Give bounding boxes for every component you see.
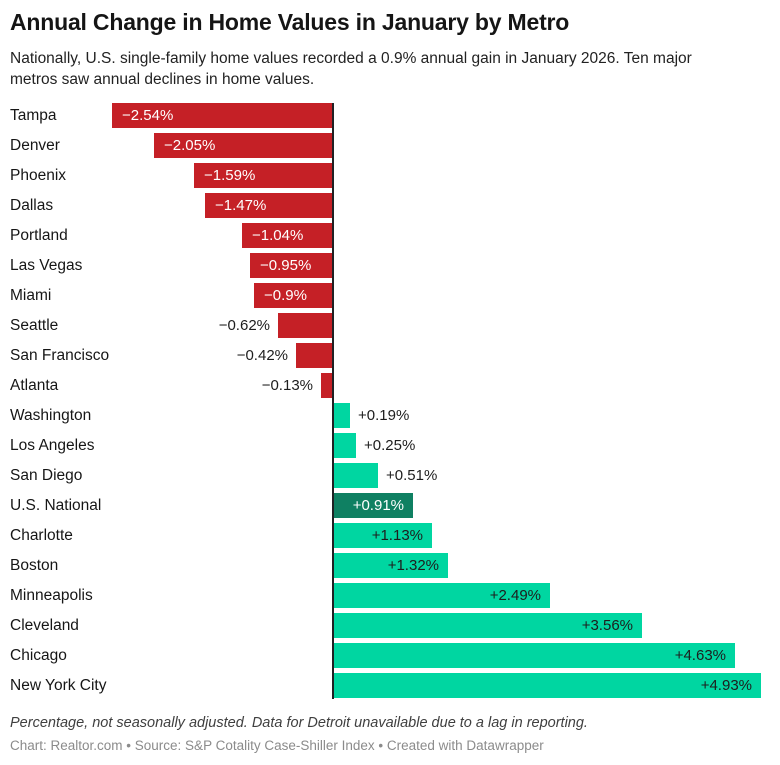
bar-seattle	[278, 313, 332, 338]
metro-label-denver: Denver	[10, 137, 60, 154]
bar-row: San Francisco −0.42%	[0, 341, 780, 371]
metro-label-san-francisco: San Francisco	[10, 347, 110, 364]
value-label-minneapolis: +2.49%	[489, 587, 541, 604]
bar-row: Miami −0.9%	[0, 281, 780, 311]
value-label-new-york-city: +4.93%	[700, 677, 752, 694]
metro-label-dallas: Dallas	[10, 197, 54, 214]
chart-footnote: Percentage, not seasonally adjusted. Dat…	[10, 715, 588, 731]
bar-washington	[334, 403, 350, 428]
bar-row: Minneapolis +2.49%	[0, 581, 780, 611]
bar-row: Phoenix −1.59%	[0, 161, 780, 191]
chart-footer: Percentage, not seasonally adjusted. Dat…	[0, 701, 780, 754]
bar-row: Cleveland +3.56%	[0, 611, 780, 641]
value-label-u-s-national: +0.91%	[352, 497, 404, 514]
value-label-cleveland: +3.56%	[581, 617, 633, 634]
bar-portland	[242, 223, 332, 248]
bar-row: Portland −1.04%	[0, 221, 780, 251]
value-label-los-angeles: +0.25%	[364, 437, 416, 454]
bar-row: New York City +4.93%	[0, 671, 780, 701]
value-label-charlotte: +1.13%	[371, 527, 423, 544]
value-label-san-diego: +0.51%	[386, 467, 438, 484]
metro-label-miami: Miami	[10, 287, 52, 304]
bar-denver	[154, 133, 332, 158]
metro-label-boston: Boston	[10, 557, 59, 574]
bar-las-vegas	[250, 253, 332, 278]
value-label-washington: +0.19%	[358, 407, 410, 424]
metro-label-chicago: Chicago	[10, 647, 67, 664]
bar-chart: Tampa −2.54% Denver −2.05% Phoenix −1.59% Dall…	[0, 101, 780, 701]
bar-minneapolis	[334, 583, 550, 608]
bar-new-york-city	[334, 673, 761, 698]
bar-row: Tampa −2.54%	[0, 101, 780, 131]
bar-u-s-national	[334, 493, 413, 518]
bar-row: Atlanta −0.13%	[0, 371, 780, 401]
value-label-boston: +1.32%	[387, 557, 439, 574]
value-label-phoenix: −1.59%	[204, 167, 256, 184]
value-label-atlanta: −0.13%	[261, 377, 313, 394]
bar-san-diego	[334, 463, 378, 488]
value-label-tampa: −2.54%	[122, 107, 174, 124]
value-label-miami: −0.9%	[264, 287, 307, 304]
bar-row: U.S. National +0.91%	[0, 491, 780, 521]
metro-label-u-s-national: U.S. National	[10, 497, 102, 514]
credit-chart-source: Chart: Realtor.com	[10, 738, 123, 753]
metro-label-cleveland: Cleveland	[10, 617, 79, 634]
value-label-dallas: −1.47%	[215, 197, 267, 214]
credit-data-source: Source: S&P Cotality Case-Shiller Index	[134, 738, 375, 753]
bar-row: Charlotte +1.13%	[0, 521, 780, 551]
bar-los-angeles	[334, 433, 356, 458]
bar-boston	[334, 553, 448, 578]
chart-title: Annual Change in Home Values in January …	[10, 9, 570, 35]
value-label-chicago: +4.63%	[674, 647, 726, 664]
bar-miami	[254, 283, 332, 308]
metro-label-phoenix: Phoenix	[10, 167, 67, 184]
metro-label-tampa: Tampa	[10, 107, 57, 124]
metro-label-los-angeles: Los Angeles	[10, 437, 95, 454]
metro-label-atlanta: Atlanta	[10, 377, 59, 394]
bar-phoenix	[194, 163, 332, 188]
credit-separator: •	[374, 738, 387, 753]
metro-label-charlotte: Charlotte	[10, 527, 73, 544]
bar-row: Denver −2.05%	[0, 131, 780, 161]
value-label-denver: −2.05%	[164, 137, 216, 154]
value-label-seattle: −0.62%	[218, 317, 270, 334]
zero-axis-line	[332, 103, 334, 699]
datawrapper-credit-link[interactable]: Created with Datawrapper	[386, 738, 544, 753]
bar-row: Washington +0.19%	[0, 401, 780, 431]
metro-label-las-vegas: Las Vegas	[10, 257, 83, 274]
value-label-portland: −1.04%	[252, 227, 304, 244]
bar-row: Las Vegas −0.95%	[0, 251, 780, 281]
bar-san-francisco	[296, 343, 332, 368]
metro-label-san-diego: San Diego	[10, 467, 83, 484]
bar-cleveland	[334, 613, 642, 638]
bar-row: Dallas −1.47%	[0, 191, 780, 221]
bar-tampa	[112, 103, 332, 128]
chart-subtitle: Nationally, U.S. single-family home valu…	[10, 50, 692, 88]
chart-header: Annual Change in Home Values in January …	[0, 0, 780, 90]
bar-row: Boston +1.32%	[0, 551, 780, 581]
chart-credit: Chart: Realtor.com • Source: S&P Cotalit…	[10, 737, 760, 754]
bar-charlotte	[334, 523, 432, 548]
bar-row: Chicago +4.63%	[0, 641, 780, 671]
metro-label-minneapolis: Minneapolis	[10, 587, 93, 604]
bar-chicago	[334, 643, 735, 668]
bar-atlanta	[321, 373, 332, 398]
value-label-las-vegas: −0.95%	[260, 257, 312, 274]
bar-dallas	[205, 193, 332, 218]
metro-label-seattle: Seattle	[10, 317, 59, 334]
metro-label-new-york-city: New York City	[10, 677, 107, 694]
bar-row: Seattle −0.62%	[0, 311, 780, 341]
metro-label-portland: Portland	[10, 227, 68, 244]
credit-separator: •	[122, 738, 135, 753]
bar-row: Los Angeles +0.25%	[0, 431, 780, 461]
metro-label-washington: Washington	[10, 407, 92, 424]
bar-row: San Diego +0.51%	[0, 461, 780, 491]
value-label-san-francisco: −0.42%	[236, 347, 288, 364]
